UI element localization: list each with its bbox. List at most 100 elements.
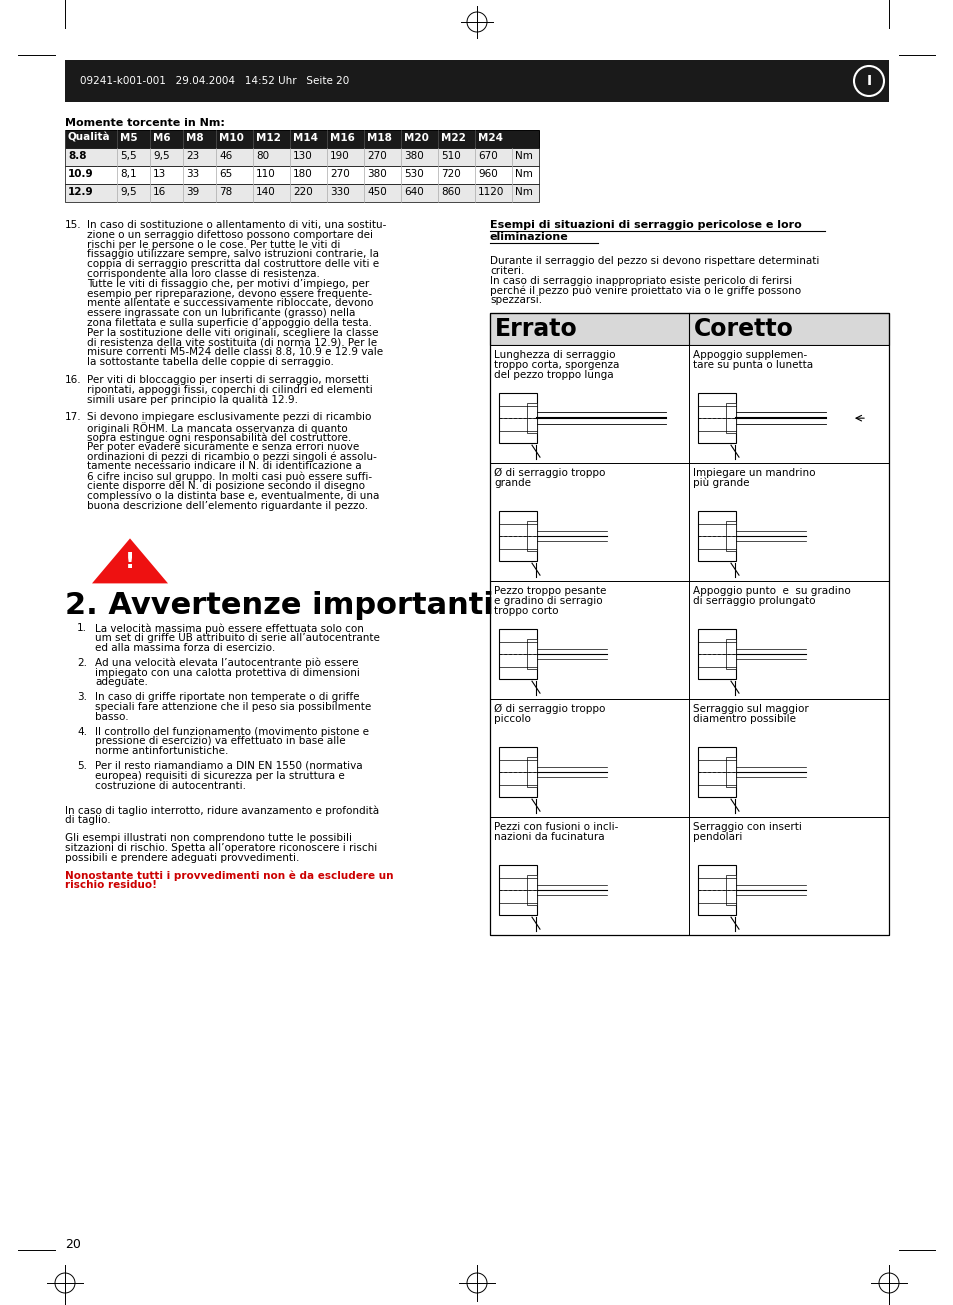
Text: 270: 270 (330, 170, 350, 179)
Text: troppo corta, sporgenza: troppo corta, sporgenza (494, 360, 618, 369)
Text: M18: M18 (367, 133, 392, 144)
Text: troppo corto: troppo corto (494, 606, 558, 616)
Text: Appoggio punto  e  su gradino: Appoggio punto e su gradino (692, 586, 850, 596)
Text: um set di griffe UB attribuito di serie all’autocentrante: um set di griffe UB attribuito di serie … (95, 633, 379, 643)
Text: Errato: Errato (495, 317, 578, 341)
Text: 23: 23 (186, 151, 199, 161)
Text: ed alla massima forza di esercizio.: ed alla massima forza di esercizio. (95, 643, 275, 652)
Text: più grande: più grande (692, 478, 749, 488)
Text: complessivo o la distinta base e, eventualmente, di una: complessivo o la distinta base e, eventu… (87, 491, 379, 501)
Text: diamentro possibile: diamentro possibile (692, 714, 795, 724)
Bar (65, 166, 538, 184)
Text: piccolo: piccolo (494, 714, 530, 724)
Text: europea) requisiti di sicurezza per la struttura e: europea) requisiti di sicurezza per la s… (95, 771, 344, 780)
Text: 46: 46 (219, 151, 232, 161)
Text: di serraggio prolungato: di serraggio prolungato (692, 596, 815, 606)
Text: criteri.: criteri. (490, 266, 524, 275)
Text: 09241-k001-001   29.04.2004   14:52 Uhr   Seite 20: 09241-k001-001 29.04.2004 14:52 Uhr Seit… (80, 76, 349, 86)
Text: perché il pezzo può venire proiettato via o le griffe possono: perché il pezzo può venire proiettato vi… (490, 286, 801, 296)
Text: 450: 450 (367, 187, 386, 197)
Bar (490, 817, 888, 934)
Bar (698, 629, 735, 679)
Text: 8.8: 8.8 (68, 151, 87, 161)
Text: 720: 720 (440, 170, 460, 179)
Text: Durante il serraggio del pezzo si devono rispettare determinati: Durante il serraggio del pezzo si devono… (490, 256, 819, 266)
Text: Per viti di bloccaggio per inserti di serraggio, morsetti: Per viti di bloccaggio per inserti di se… (87, 375, 369, 385)
Text: M20: M20 (403, 133, 429, 144)
Text: Si devono impiegare esclusivamente pezzi di ricambio: Si devono impiegare esclusivamente pezzi… (87, 412, 371, 423)
Text: In caso di sostituzione o allentamento di viti, una sostitu-: In caso di sostituzione o allentamento d… (87, 221, 386, 230)
Text: speciali fare attenzione che il peso sia possibilmente: speciali fare attenzione che il peso sia… (95, 702, 371, 713)
Text: Nm: Nm (515, 187, 533, 197)
Bar (698, 512, 735, 561)
Bar (526, 757, 537, 787)
Text: nazioni da fucinatura: nazioni da fucinatura (494, 831, 604, 842)
Text: 270: 270 (367, 151, 386, 161)
Text: 17.: 17. (65, 412, 82, 423)
Text: 6 cifre inciso sul gruppo. In molti casi può essere suffi-: 6 cifre inciso sul gruppo. In molti casi… (87, 471, 372, 482)
Text: La velocità massima può essere effettuata solo con: La velocità massima può essere effettuat… (95, 624, 363, 634)
Text: ordinazioni di pezzi di ricambio o pezzi singoli é assolu-: ordinazioni di pezzi di ricambio o pezzi… (87, 452, 376, 462)
Text: 860: 860 (440, 187, 460, 197)
Text: e gradino di serragio: e gradino di serragio (494, 596, 602, 606)
Bar (526, 876, 537, 906)
Text: Ø di serraggio troppo: Ø di serraggio troppo (494, 468, 605, 478)
Text: del pezzo troppo lunga: del pezzo troppo lunga (494, 369, 613, 380)
Text: la sottostante tabella delle coppie di serraggio.: la sottostante tabella delle coppie di s… (87, 358, 334, 367)
Text: essere ingrassate con un lubrificante (grasso) nella: essere ingrassate con un lubrificante (g… (87, 308, 355, 318)
Text: originali RÖHM. La mancata osservanza di quanto: originali RÖHM. La mancata osservanza di… (87, 423, 347, 435)
Text: Il controllo del funzionamento (movimento pistone e: Il controllo del funzionamento (moviment… (95, 727, 369, 736)
Text: zione o un serraggio difettoso possono comportare dei: zione o un serraggio difettoso possono c… (87, 230, 373, 240)
Text: M16: M16 (330, 133, 355, 144)
Text: 510: 510 (440, 151, 460, 161)
Text: sitzazioni di rischio. Spetta all’operatore riconoscere i rischi: sitzazioni di rischio. Spetta all’operat… (65, 843, 376, 852)
Text: 80: 80 (255, 151, 269, 161)
Bar (725, 639, 735, 669)
Text: In caso di griffe riportate non temperate o di griffe: In caso di griffe riportate non temperat… (95, 692, 359, 702)
Text: 78: 78 (219, 187, 232, 197)
Text: M5: M5 (120, 133, 137, 144)
Bar (65, 130, 538, 147)
Text: 12.9: 12.9 (68, 187, 93, 197)
Text: 5,5: 5,5 (120, 151, 136, 161)
Text: Serraggio con inserti: Serraggio con inserti (692, 822, 801, 833)
Text: 380: 380 (367, 170, 386, 179)
Text: misure correnti M5-M24 delle classi 8.8, 10.9 e 12.9 vale: misure correnti M5-M24 delle classi 8.8,… (87, 347, 383, 358)
Text: M22: M22 (440, 133, 465, 144)
Text: adeguate.: adeguate. (95, 677, 148, 688)
Text: Nonostante tutti i provvedimenti non è da escludere un: Nonostante tutti i provvedimenti non è d… (65, 870, 393, 881)
Text: I: I (865, 74, 871, 87)
Text: mente allentate e successivamente ribloccate, devono: mente allentate e successivamente ribloc… (87, 299, 373, 308)
Text: M14: M14 (293, 133, 317, 144)
Text: 330: 330 (330, 187, 350, 197)
Text: grande: grande (494, 478, 531, 488)
Text: 5.: 5. (77, 761, 87, 771)
Bar (490, 313, 888, 345)
Text: corrispondente alla loro classe di resistenza.: corrispondente alla loro classe di resis… (87, 269, 319, 279)
Text: Esempi di situazioni di serraggio pericolose e loro: Esempi di situazioni di serraggio perico… (490, 221, 801, 230)
Text: 1120: 1120 (477, 187, 504, 197)
Text: 9,5: 9,5 (152, 151, 170, 161)
Bar (490, 581, 888, 699)
Bar (65, 184, 538, 202)
Text: M12: M12 (255, 133, 280, 144)
Text: impiegato con una calotta protettiva di dimensioni: impiegato con una calotta protettiva di … (95, 668, 359, 677)
Text: Serraggio sul maggior: Serraggio sul maggior (692, 703, 808, 714)
Text: 39: 39 (186, 187, 199, 197)
Bar (498, 629, 537, 679)
Bar (498, 748, 537, 797)
Text: basso.: basso. (95, 711, 129, 722)
Text: Tutte le viti di fissaggio che, per motivi d’impiego, per: Tutte le viti di fissaggio che, per moti… (87, 279, 369, 288)
Text: Nm: Nm (515, 170, 533, 179)
Text: Momente torcente in Nm:: Momente torcente in Nm: (65, 117, 225, 128)
Text: 110: 110 (255, 170, 275, 179)
Bar (526, 521, 537, 551)
Text: possibili e prendere adeguati provvedimenti.: possibili e prendere adeguati provvedime… (65, 852, 299, 863)
Text: 15.: 15. (65, 221, 82, 230)
Text: pressione di esercizio) va effettuato in base alle: pressione di esercizio) va effettuato in… (95, 736, 345, 746)
Text: coppia di serraggio prescritta dal costruttore delle viti e: coppia di serraggio prescritta dal costr… (87, 260, 378, 269)
Bar (725, 757, 735, 787)
Text: Ad una velocità elevata l’autocentrante piò essere: Ad una velocità elevata l’autocentrante … (95, 658, 358, 668)
Text: tamente necessario indicare il N. di identificazione a: tamente necessario indicare il N. di ide… (87, 462, 361, 471)
Bar (526, 403, 537, 433)
